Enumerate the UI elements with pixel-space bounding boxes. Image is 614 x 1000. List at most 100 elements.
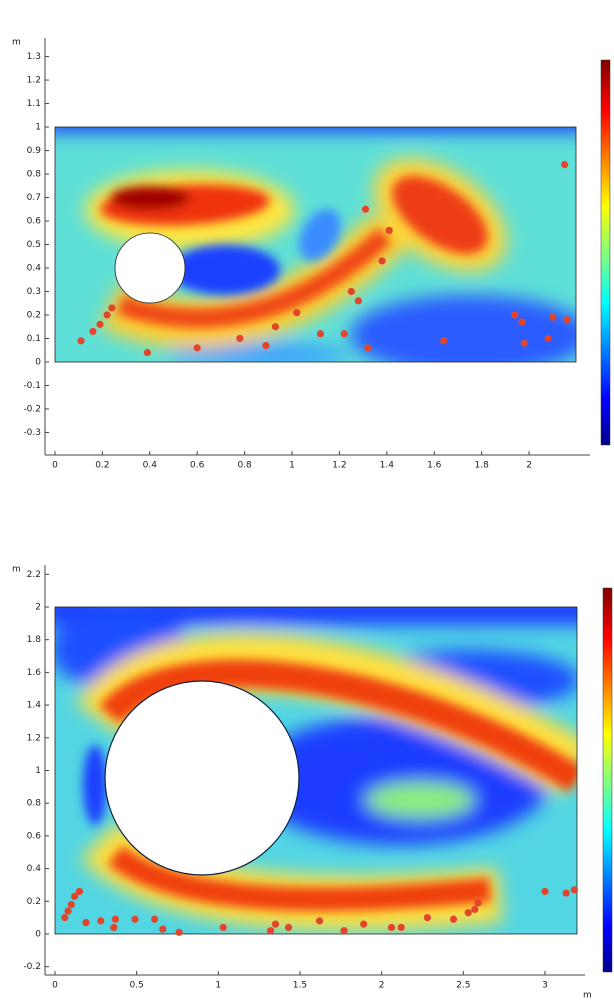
x-tick-label: 1.6 <box>427 461 442 471</box>
y-tick-label: 1 <box>35 123 41 133</box>
x-tick-label: 1 <box>289 461 295 471</box>
x-tick-label: 0.5 <box>129 981 143 991</box>
y-tick-label: 0.1 <box>27 334 41 344</box>
particle <box>266 927 275 935</box>
particle <box>70 892 79 900</box>
particle <box>360 920 368 928</box>
y-tick-label: 0.6 <box>27 217 42 227</box>
x-tick-label: 1.8 <box>474 461 489 471</box>
y-tick-label: 1.1 <box>27 99 41 109</box>
particle <box>193 344 201 352</box>
particle <box>64 907 72 915</box>
particle <box>544 334 552 343</box>
y-tick-label: 0.4 <box>27 263 42 273</box>
y-tick-label: 0.2 <box>27 897 41 907</box>
particle <box>108 304 116 312</box>
y-tick-label: -0.2 <box>23 404 41 414</box>
x-tick-label: 2.5 <box>456 981 470 991</box>
y-tick-label: 1.2 <box>27 733 41 743</box>
particle <box>511 311 519 319</box>
particle <box>474 899 482 907</box>
y-tick-label: 0 <box>35 357 41 367</box>
particle <box>96 320 104 328</box>
particle <box>449 915 458 923</box>
particle <box>315 917 324 925</box>
x-tick-label: 1.5 <box>293 981 307 991</box>
particle <box>340 927 348 935</box>
particle <box>549 313 557 321</box>
x-tick-label: 2 <box>526 461 532 471</box>
particle <box>236 334 244 343</box>
x-tick-label: 0.2 <box>95 461 109 471</box>
domain-1 <box>54 126 577 363</box>
particle <box>340 330 348 338</box>
y-tick-label: 1 <box>35 766 41 776</box>
field-1 <box>55 127 576 362</box>
particle <box>111 915 119 923</box>
particle <box>175 928 183 936</box>
field-2 <box>55 607 577 934</box>
particle <box>354 297 362 305</box>
particle <box>378 257 386 265</box>
x-unit: m <box>583 991 592 1000</box>
particle <box>347 287 355 296</box>
y-tick-label: 0.4 <box>27 864 42 874</box>
y-tick-label: 0.8 <box>27 799 42 809</box>
x-tick-label: 3 <box>542 981 548 991</box>
y-tick-label: -0.1 <box>23 381 41 391</box>
particle <box>77 337 85 345</box>
y-tick-label: 1.8 <box>27 635 42 645</box>
y-tick-label: 0.5 <box>27 240 41 250</box>
particle <box>423 914 431 922</box>
particle <box>520 339 528 347</box>
particle <box>61 914 69 922</box>
x-tick-label: 0.6 <box>190 461 205 471</box>
x-tick-label: 0 <box>52 981 58 991</box>
particle <box>541 887 549 896</box>
y-tick-label: -0.2 <box>23 962 41 972</box>
color-bar <box>602 587 613 973</box>
y-tick-label: 0.9 <box>27 146 42 156</box>
x-tick-label: 2 <box>379 981 385 991</box>
particle <box>97 917 105 925</box>
y-tick-label: 0 <box>35 929 41 939</box>
particle <box>316 330 325 338</box>
particle <box>271 323 280 331</box>
particle <box>464 909 472 917</box>
particle <box>110 923 118 932</box>
particle <box>143 348 152 357</box>
y-tick-label: 0.3 <box>27 287 41 297</box>
y-tick-label: 0.2 <box>27 310 41 320</box>
particle <box>262 341 270 350</box>
y-tick-label: 2.2 <box>27 570 41 580</box>
x-tick-label: 0.8 <box>237 461 252 471</box>
x-tick-label: 0 <box>52 461 58 471</box>
y-unit: m <box>12 38 21 48</box>
x-tick-label: 1.2 <box>332 461 346 471</box>
particle <box>89 327 97 336</box>
y-tick-label: 2 <box>35 603 41 613</box>
y-tick-label: 0.6 <box>27 831 42 841</box>
particle <box>561 161 569 169</box>
particle <box>82 918 90 927</box>
particle <box>385 226 393 235</box>
domain-2 <box>54 606 578 935</box>
y-tick-label: 1.2 <box>27 76 41 86</box>
particle <box>131 915 139 923</box>
particle <box>271 920 280 928</box>
particle <box>562 889 570 897</box>
particle <box>518 318 526 326</box>
particle <box>563 316 571 324</box>
particle <box>219 923 227 932</box>
y-tick-label: 1.6 <box>27 668 42 678</box>
y-tick-label: 1.4 <box>27 701 42 711</box>
particle <box>103 311 111 319</box>
x-tick-label: 0.4 <box>143 461 158 471</box>
particle <box>440 337 448 345</box>
particle <box>159 925 167 933</box>
x-tick-label: 1 <box>215 981 221 991</box>
particle <box>387 923 396 932</box>
x-tick-label: 1.4 <box>380 461 395 471</box>
y-tick-label: 1.3 <box>27 52 41 62</box>
